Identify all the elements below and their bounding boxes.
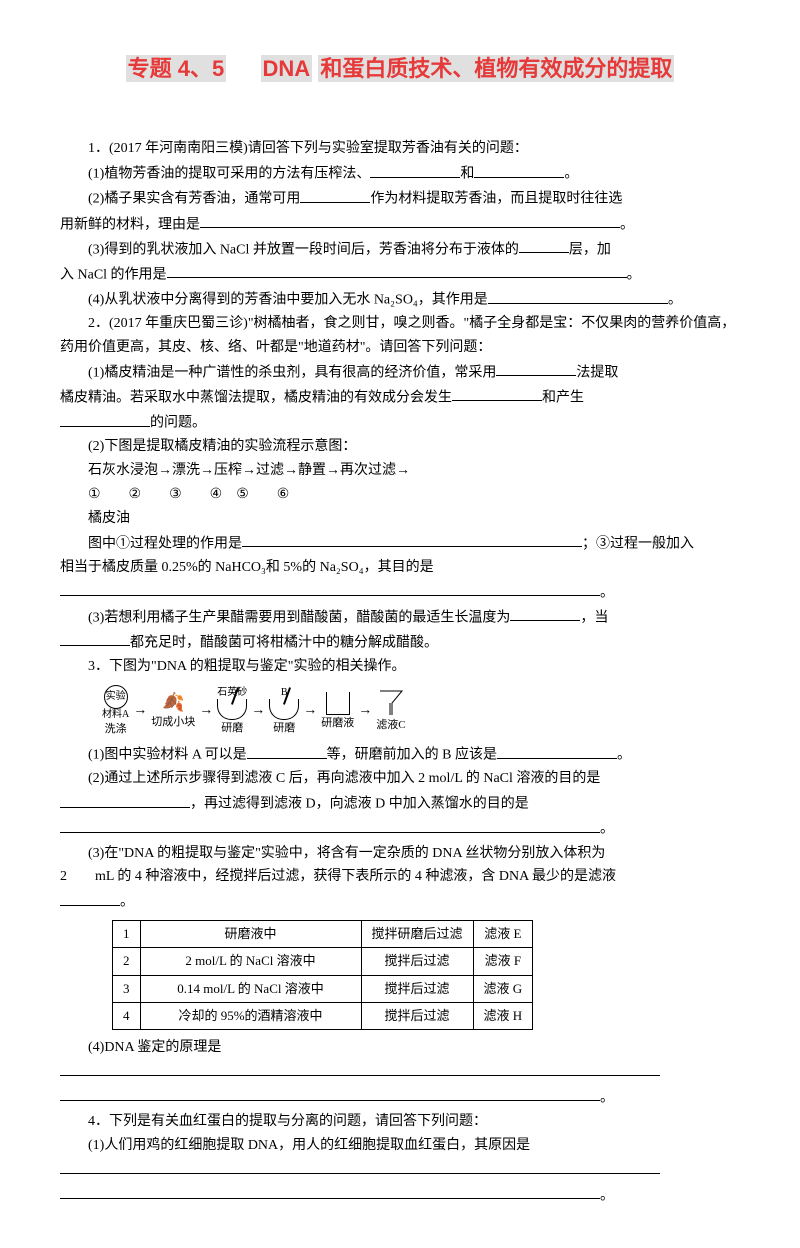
blank bbox=[60, 580, 600, 596]
table-row: 30.14 mol/L 的 NaCl 溶液中搅拌后过滤滤液 G bbox=[113, 975, 533, 1002]
q1-s3-line2: 入 NaCl 的作用是。 bbox=[60, 262, 740, 287]
dna-filtrate-table: 1研磨液中搅拌研磨后过滤滤液 E22 mol/L 的 NaCl 溶液中搅拌后过滤… bbox=[112, 920, 533, 1029]
table-cell: 搅拌后过滤 bbox=[361, 948, 473, 975]
q3-s2-line3: 。 bbox=[60, 816, 740, 841]
arrow-icon: → bbox=[303, 699, 317, 723]
blank bbox=[496, 360, 576, 376]
q2-s2b: 石灰水浸泡→漂洗→压榨→过滤→静置→再次过滤→ bbox=[60, 459, 740, 483]
blank bbox=[452, 385, 542, 401]
q1-s4: (4)从乳状液中分离得到的芳香油中要加入无水 Na₂SO₄，其作用是。 bbox=[60, 287, 740, 312]
blank bbox=[60, 1157, 660, 1173]
q3-s3-line1: (3)在"DNA 的粗提取与鉴定"实验中，将含有一定杂质的 DNA 丝状物分别放… bbox=[60, 842, 740, 866]
q1-lead: 1．(2017 年河南南阳三模)请回答下列与实验室提取芳香油有关的问题： bbox=[60, 137, 740, 161]
table-row: 22 mol/L 的 NaCl 溶液中搅拌后过滤滤液 F bbox=[113, 948, 533, 975]
q1-s1: (1)植物芳香油的提取可采用的方法有压榨法、和。 bbox=[60, 161, 740, 186]
blank bbox=[60, 816, 600, 832]
blank bbox=[60, 1085, 600, 1101]
q2-s2-line2: 图中①过程处理的作用是；③过程一般加入 bbox=[60, 531, 740, 556]
q3-s4-line3: 。 bbox=[60, 1085, 740, 1110]
table-cell: 滤液 G bbox=[473, 975, 533, 1002]
experiment-flow-diagram: 实验 材料A 洗涤 → 🍂 切成小块 → 石英砂 研磨 → B 研磨 → bbox=[102, 685, 740, 736]
blank bbox=[510, 605, 580, 621]
title-part-3: 和蛋白质技术、植物有效成分的提取 bbox=[318, 55, 674, 82]
node-filtrate-c: 滤液C bbox=[376, 689, 405, 732]
title-part-1: 专题 4、5 bbox=[126, 55, 227, 82]
q4-s1-line3: 。 bbox=[60, 1183, 740, 1208]
q1-s2-line2: 用新鲜的材料，理由是。 bbox=[60, 212, 740, 237]
q2-s2-line3: 相当于橘皮质量 0.25%的 NaHCO₃和 5%的 Na₂SO₄，其目的是 bbox=[60, 556, 740, 580]
table-cell: 研磨液中 bbox=[140, 921, 361, 948]
q4-lead: 4．下列是有关血红蛋白的提取与分离的问题，请回答下列问题： bbox=[60, 1110, 740, 1134]
table-cell: 3 bbox=[113, 975, 141, 1002]
q1-s3-line1: (3)得到的乳状液加入 NaCl 并放置一段时间后，芳香油将分布于液体的层，加 bbox=[60, 237, 740, 262]
blank bbox=[474, 161, 564, 177]
arrow-icon: → bbox=[133, 699, 147, 723]
q3-s3-line3: 。 bbox=[60, 889, 740, 914]
q3-lead: 3．下图为"DNA 的粗提取与鉴定"实验的相关操作。 bbox=[60, 655, 740, 679]
table-cell: 4 bbox=[113, 1002, 141, 1029]
node-grind-b: B 研磨 bbox=[269, 687, 299, 735]
table-cell: 滤液 F bbox=[473, 948, 533, 975]
node-grind-sand: 石英砂 研磨 bbox=[217, 687, 247, 735]
table-cell: 0.14 mol/L 的 NaCl 溶液中 bbox=[140, 975, 361, 1002]
blank bbox=[519, 237, 569, 253]
q2-s2a: (2)下图是提取橘皮精油的实验流程示意图： bbox=[60, 435, 740, 459]
table-row: 4冷却的 95%的酒精溶液中搅拌后过滤滤液 H bbox=[113, 1002, 533, 1029]
q3-s3-line2: 2 mL 的 4 种溶液中，经搅拌后过滤，获得下表所示的 4 种滤液，含 DNA… bbox=[60, 865, 740, 889]
page-title: 专题 4、5 DNA 和蛋白质技术、植物有效成分的提取 bbox=[60, 50, 740, 87]
blank bbox=[60, 889, 120, 905]
q4-s1-line1: (1)人们用鸡的红细胞提取 DNA，用人的红细胞提取血红蛋白，其原因是 bbox=[60, 1134, 740, 1158]
table-cell: 2 bbox=[113, 948, 141, 975]
q3-s4-line2 bbox=[60, 1060, 740, 1085]
node-grind-liquid: 研磨液 bbox=[321, 692, 354, 730]
q2-s1-line1: (1)橘皮精油是一种广谱性的杀虫剂，具有很高的经济价值，常采用法提取 bbox=[60, 360, 740, 385]
blank bbox=[60, 410, 150, 426]
q1-s2-line1: (2)橘子果实含有芳香油，通常可用作为材料提取芳香油，而且提取时往往选 bbox=[60, 186, 740, 211]
blank bbox=[60, 1183, 600, 1199]
q2-s1-line3: 的问题。 bbox=[60, 410, 740, 435]
blank bbox=[60, 630, 130, 646]
funnel-tube-icon bbox=[378, 689, 404, 717]
table-cell: 搅拌后过滤 bbox=[361, 975, 473, 1002]
blank bbox=[60, 1060, 660, 1076]
q3-s1: (1)图中实验材料 A 可以是等，研磨前加入的 B 应该是。 bbox=[60, 742, 740, 767]
q2-s2c: ① ② ③ ④ ⑤ ⑥ bbox=[60, 483, 740, 507]
q4-s1-line2 bbox=[60, 1157, 740, 1182]
q3-s4-line1: (4)DNA 鉴定的原理是 bbox=[60, 1036, 740, 1060]
blank bbox=[247, 742, 327, 758]
table-cell: 2 mol/L 的 NaCl 溶液中 bbox=[140, 948, 361, 975]
table-row: 1研磨液中搅拌研磨后过滤滤液 E bbox=[113, 921, 533, 948]
q3-s2-line1: (2)通过上述所示步骤得到滤液 C 后，再向滤液中加入 2 mol/L 的 Na… bbox=[60, 767, 740, 791]
table-cell: 搅拌后过滤 bbox=[361, 1002, 473, 1029]
blank bbox=[370, 161, 460, 177]
q3-s2-line2: ，再过滤得到滤液 D，向滤液 D 中加入蒸馏水的目的是 bbox=[60, 791, 740, 816]
arrow-icon: → bbox=[358, 699, 372, 723]
table-cell: 冷却的 95%的酒精溶液中 bbox=[140, 1002, 361, 1029]
arrow-icon: → bbox=[199, 699, 213, 723]
table-cell: 1 bbox=[113, 921, 141, 948]
q2-s3-line2: 都充足时，醋酸菌可将柑橘汁中的糖分解成醋酸。 bbox=[60, 630, 740, 655]
blank bbox=[200, 212, 620, 228]
blank bbox=[242, 531, 582, 547]
q2-s2-line4: 。 bbox=[60, 580, 740, 605]
table-cell: 滤液 E bbox=[473, 921, 533, 948]
arrow-icon: → bbox=[251, 699, 265, 723]
title-sep bbox=[232, 56, 254, 81]
node-cut: 🍂 切成小块 bbox=[151, 692, 195, 729]
title-part-2: DNA bbox=[261, 55, 313, 82]
q2-s3-line1: (3)若想利用橘子生产果醋需要用到醋酸菌，醋酸菌的最适生长温度为，当 bbox=[60, 605, 740, 630]
blank bbox=[167, 262, 627, 278]
q2-s2d: 橘皮油 bbox=[60, 507, 740, 531]
q2-lead: 2．(2017 年重庆巴蜀三诊)"树橘柚者，食之则甘，嗅之则香。"橘子全身都是宝… bbox=[60, 312, 740, 360]
q2-s1-line2: 橘皮精油。若采取水中蒸馏法提取，橘皮精油的有效成分会发生和产生 bbox=[60, 385, 740, 410]
blank bbox=[488, 287, 668, 303]
document-page: 专题 4、5 DNA 和蛋白质技术、植物有效成分的提取 1．(2017 年河南南… bbox=[0, 0, 800, 1248]
blank bbox=[60, 791, 190, 807]
node-material-a: 实验 材料A 洗涤 bbox=[102, 685, 129, 736]
table-cell: 滤液 H bbox=[473, 1002, 533, 1029]
blank bbox=[497, 742, 617, 758]
table-cell: 搅拌研磨后过滤 bbox=[361, 921, 473, 948]
blank bbox=[300, 186, 370, 202]
